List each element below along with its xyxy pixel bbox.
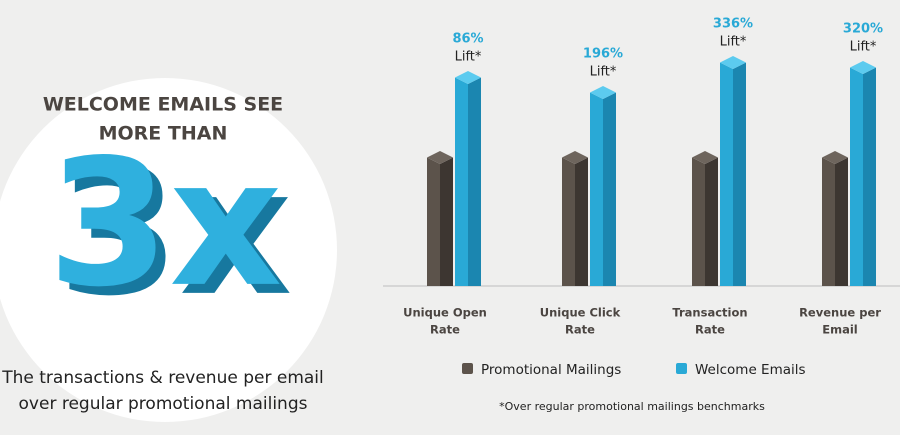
- bar-side: [603, 92, 616, 286]
- bar: [850, 67, 863, 286]
- legend-swatch: [462, 363, 473, 374]
- lift-value: 196%: [583, 47, 623, 62]
- headline: WELCOME EMAILS SEE: [43, 94, 283, 116]
- bar-side: [705, 157, 718, 286]
- x-tick-label: Rate: [695, 323, 725, 337]
- bar-side: [733, 62, 746, 286]
- lift-label: Lift*: [850, 40, 877, 55]
- bar: [562, 157, 575, 286]
- lift-value: 86%: [452, 32, 483, 47]
- bar-top: [590, 86, 616, 99]
- bar: [455, 77, 468, 286]
- bar: [720, 62, 733, 286]
- bar: [427, 157, 440, 286]
- x-tick-label: Rate: [430, 323, 460, 337]
- lift-value: 320%: [843, 22, 883, 37]
- bar-side: [863, 67, 876, 286]
- lift-value: 336%: [713, 17, 753, 32]
- bar-side: [835, 157, 848, 286]
- lift-label: Lift*: [455, 50, 482, 65]
- legend-label: Promotional Mailings: [481, 362, 621, 378]
- footnote: *Over regular promotional mailings bench…: [499, 400, 765, 413]
- bar: [590, 92, 603, 286]
- headline: MORE THAN: [99, 123, 228, 145]
- bar-side: [575, 157, 588, 286]
- bar-top: [822, 151, 848, 164]
- description: The transactions & revenue per email: [1, 368, 324, 388]
- circle-panel: [0, 78, 337, 422]
- x-tick-label: Email: [822, 323, 857, 337]
- legend-label: Welcome Emails: [695, 362, 806, 378]
- bar-top: [455, 71, 481, 84]
- bar: [692, 157, 705, 286]
- x-tick-label: Revenue per: [799, 306, 881, 320]
- bar: [822, 157, 835, 286]
- x-tick-label: Unique Click: [540, 306, 621, 320]
- lift-label: Lift*: [720, 35, 747, 50]
- bar-side: [468, 77, 481, 286]
- bar-top: [427, 151, 453, 164]
- x-tick-label: Transaction: [672, 306, 747, 320]
- legend-swatch: [676, 363, 687, 374]
- bar-side: [440, 157, 453, 286]
- bar-top: [850, 61, 876, 74]
- description: over regular promotional mailings: [19, 394, 308, 414]
- bar-top: [692, 151, 718, 164]
- x-tick-label: Unique Open: [403, 306, 487, 320]
- big-number-shadow: 3x: [58, 132, 293, 335]
- big-number: 3x: [48, 123, 283, 326]
- bar-top: [562, 151, 588, 164]
- x-tick-label: Rate: [565, 323, 595, 337]
- bar-top: [720, 56, 746, 69]
- lift-label: Lift*: [590, 65, 617, 80]
